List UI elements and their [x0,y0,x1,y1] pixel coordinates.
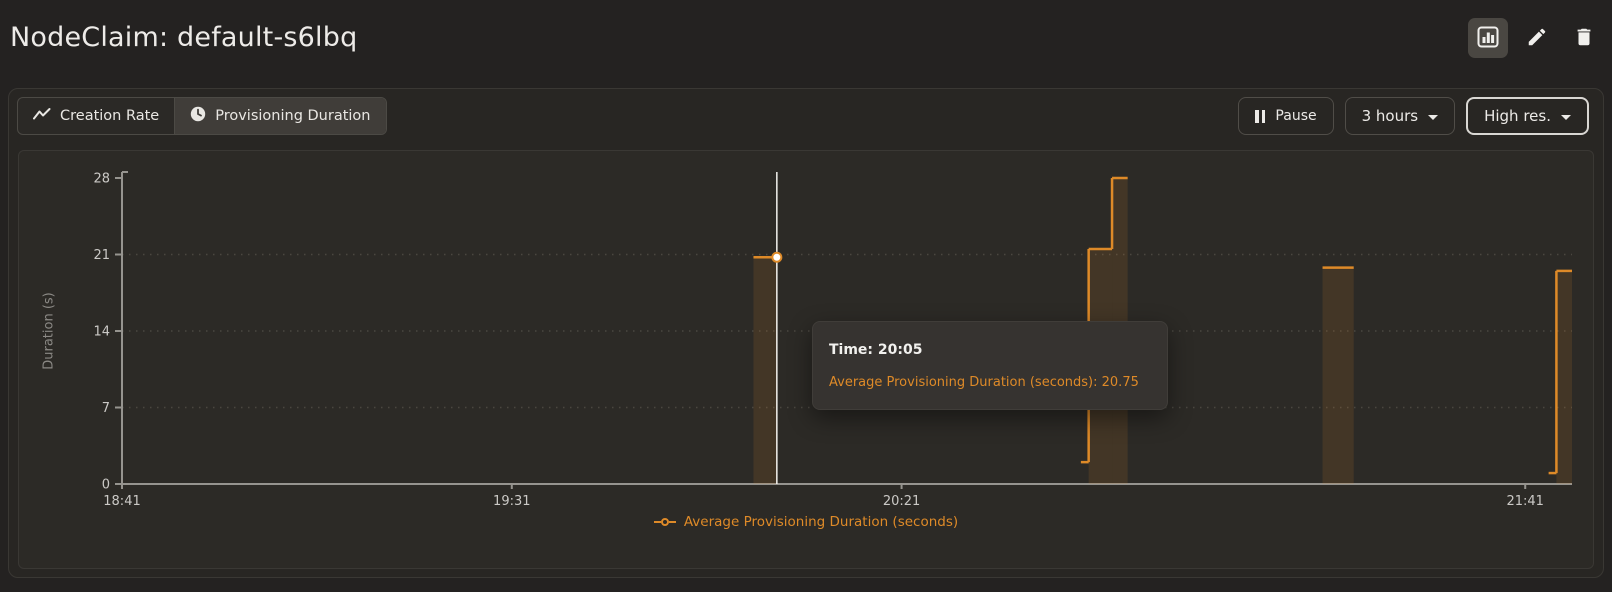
svg-text:21: 21 [93,248,110,263]
tab-provisioning-duration[interactable]: Provisioning Duration [174,98,386,134]
svg-text:0: 0 [102,478,110,493]
panel-view-button[interactable] [1468,18,1508,58]
svg-text:7: 7 [102,401,110,416]
svg-text:14: 14 [93,325,110,340]
pause-icon [1255,109,1266,123]
bar-chart-icon [1477,26,1499,51]
metric-tabs: Creation Rate Provisioning Duration [17,97,387,135]
svg-text:28: 28 [93,172,110,187]
pencil-icon [1526,26,1548,51]
metrics-panel: Creation Rate Provisioning Duration Paus [8,88,1604,578]
svg-text:21:41: 21:41 [1506,494,1543,509]
time-range-value: 3 hours [1361,107,1419,125]
pause-button[interactable]: Pause [1238,97,1334,135]
header-actions [1468,18,1602,58]
svg-text:18:41: 18:41 [103,494,140,509]
resolution-value: High res. [1484,107,1551,125]
legend-marker-icon [653,518,676,526]
resolution-dropdown[interactable]: High res. [1466,97,1589,135]
toolbar: Creation Rate Provisioning Duration Paus [17,97,1589,135]
svg-text:20:21: 20:21 [883,494,920,509]
chart-plot[interactable]: 0 7 14 21 28 18:41 19:31 20:21 21:41 [19,151,1595,509]
svg-text:19:31: 19:31 [493,494,530,509]
trash-icon [1573,26,1595,51]
legend-label: Average Provisioning Duration (seconds) [683,514,959,530]
page-title: NodeClaim: default-s6lbq [10,22,358,53]
tab-label: Provisioning Duration [215,108,371,124]
chart-panel: Duration (s) 0 7 14 21 28 18:41 19:31 20:21 21:4… [18,150,1594,569]
pause-label: Pause [1275,108,1317,124]
tab-creation-rate[interactable]: Creation Rate [18,98,174,134]
chart-tooltip: Time: 20:05 Average Provisioning Duratio… [812,321,1168,410]
delete-button[interactable] [1566,20,1602,56]
tooltip-time: Time: 20:05 [829,342,923,358]
clock-icon [190,106,206,126]
legend-item[interactable]: Average Provisioning Duration (seconds) [19,511,1593,533]
edit-button[interactable] [1519,20,1555,56]
chevron-down-icon [1561,114,1571,120]
time-range-dropdown[interactable]: 3 hours [1344,97,1456,135]
chevron-down-icon [1428,114,1439,120]
tab-label: Creation Rate [60,108,160,124]
trend-line-icon [33,107,51,125]
toolbar-right: Pause 3 hours High res. [1238,97,1589,135]
tooltip-value: Average Provisioning Duration (seconds):… [829,375,1139,390]
